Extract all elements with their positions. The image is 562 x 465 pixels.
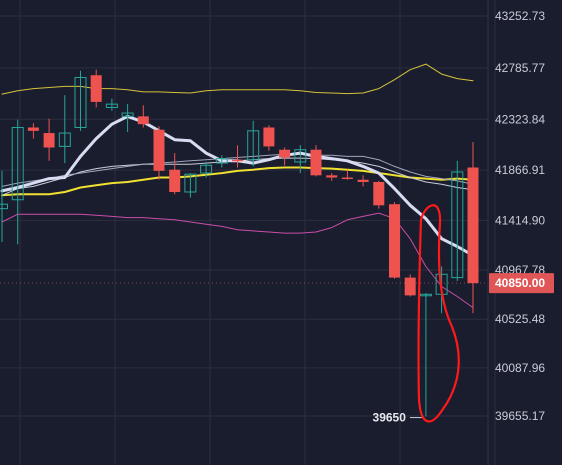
indicator-line-4 bbox=[0, 114, 475, 257]
candle-body bbox=[373, 181, 385, 206]
candle-body bbox=[184, 173, 197, 193]
candle-body bbox=[341, 177, 353, 180]
candle-body bbox=[247, 130, 260, 161]
y-tick-label: 42785.77 bbox=[495, 61, 545, 75]
y-tick-label: 40525.48 bbox=[495, 312, 545, 326]
candle-body bbox=[404, 277, 416, 296]
annotations: 39650 bbox=[373, 204, 460, 425]
candle-body bbox=[357, 179, 369, 182]
candle-body bbox=[200, 164, 213, 174]
indicator-line-5 bbox=[1, 212, 474, 309]
candle-body bbox=[169, 169, 181, 192]
y-tick-label: 40087.96 bbox=[495, 361, 545, 375]
candle-body bbox=[467, 167, 479, 284]
candle-body bbox=[419, 293, 432, 297]
candle-body bbox=[74, 76, 87, 128]
indicator-lines bbox=[0, 63, 475, 309]
candle-body bbox=[389, 204, 400, 278]
y-tick-label: 43252.73 bbox=[495, 9, 545, 23]
candle-body bbox=[0, 203, 8, 210]
candle-body bbox=[294, 149, 307, 163]
candle-body bbox=[215, 158, 228, 164]
red-annotation-circle bbox=[417, 204, 460, 423]
current-price-tag bbox=[489, 273, 554, 294]
candle-body bbox=[326, 175, 338, 178]
candles bbox=[0, 69, 479, 417]
candle-body bbox=[310, 149, 322, 176]
candle-body bbox=[90, 75, 102, 102]
candle-body bbox=[137, 116, 149, 125]
y-tick-label: 41866.91 bbox=[495, 163, 545, 177]
current-price-label: 40850.00 bbox=[495, 276, 545, 290]
y-tick-label: 41414.90 bbox=[495, 213, 545, 227]
candle-body bbox=[105, 103, 118, 108]
candle-body bbox=[232, 159, 243, 162]
low-marker-label: 39650 bbox=[373, 411, 407, 425]
candle-body bbox=[263, 127, 275, 147]
candle-body bbox=[58, 132, 71, 147]
candle-body bbox=[11, 126, 24, 201]
candle-body bbox=[27, 127, 39, 131]
candle-body bbox=[121, 112, 134, 117]
indicator-line-0 bbox=[1, 63, 474, 95]
candle-body bbox=[279, 149, 291, 158]
indicator-line-1 bbox=[1, 166, 474, 197]
price-axis: 43252.73 42785.77 42323.84 41866.91 41414.90… bbox=[0, 9, 554, 423]
candle-body bbox=[43, 133, 55, 148]
candle-body bbox=[153, 129, 165, 171]
y-tick-label: 39655.17 bbox=[495, 409, 545, 423]
y-tick-label: 42323.84 bbox=[495, 112, 545, 126]
candle-body bbox=[451, 171, 464, 279]
